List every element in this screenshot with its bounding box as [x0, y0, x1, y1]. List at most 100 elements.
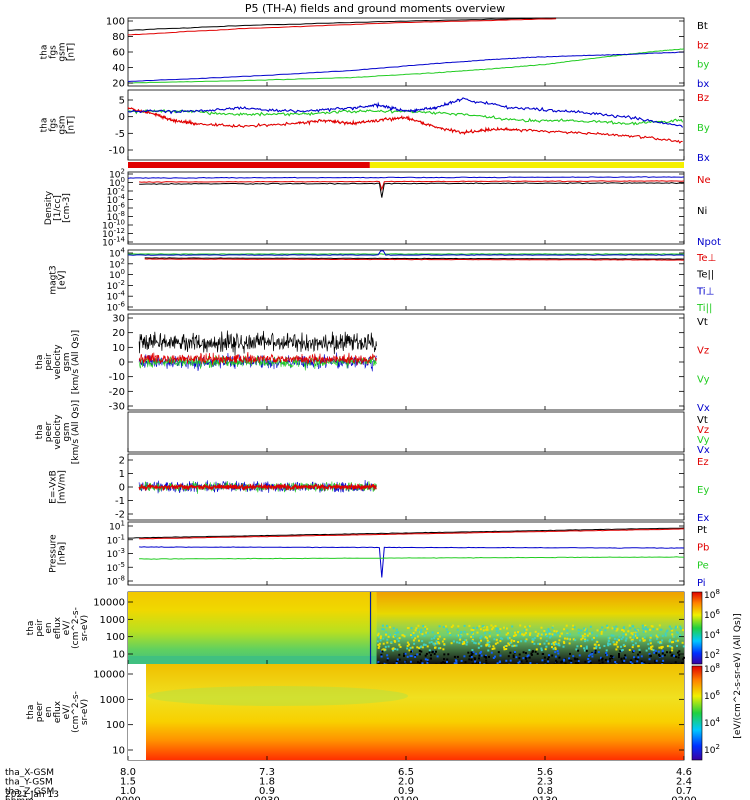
y-tick-label: 0	[119, 112, 125, 123]
spectrogram-region	[376, 592, 684, 664]
y-tick-label: 30	[112, 314, 125, 325]
legend-item: Ti||	[696, 303, 712, 314]
legend-item: Pt	[697, 525, 707, 536]
y-tick-label: 2	[119, 456, 125, 467]
legend-item: Vy	[697, 435, 710, 446]
mode-bar-segment	[369, 162, 684, 168]
y-tick-label: 20	[112, 79, 125, 90]
y-tick-label: 1000	[100, 695, 125, 706]
panel-frame	[127, 411, 685, 453]
y-tick-label: 101	[109, 520, 125, 533]
x-axis-value: 0.8	[537, 786, 553, 797]
x-axis-value: 0.7	[676, 786, 692, 797]
legend-item: Te⊥	[696, 253, 716, 264]
y-axis-label: peer	[44, 421, 54, 442]
y-tick-label: 10-4	[107, 290, 126, 303]
y-tick-label: 10-14	[102, 236, 125, 249]
legend-item: Ni	[697, 206, 707, 217]
y-tick-label: 80	[112, 32, 125, 43]
y-tick-label: 1	[119, 469, 125, 480]
y-axis-label: (cm^2-s-	[71, 607, 81, 649]
y-axis-label: gsm	[62, 422, 72, 441]
y-axis-label: [km/s (All Qs)]	[71, 400, 81, 464]
y-axis-label: [nT]	[67, 116, 77, 134]
legend-item: by	[697, 60, 709, 71]
y-axis-label: [eV]	[58, 271, 68, 290]
y-tick-label: 10-5	[107, 561, 125, 574]
series-line-Pt	[128, 527, 685, 539]
legend-item: bz	[697, 40, 709, 51]
y-tick-label: 100	[109, 176, 125, 189]
y-axis-label: tha	[26, 705, 36, 720]
y-axis-label: fgs	[49, 118, 59, 132]
x-axis-date: 2021 Jan 13	[5, 790, 59, 800]
colorbar-tick-label: 104	[704, 628, 720, 641]
y-axis-label: eflux	[53, 616, 63, 639]
colorbar-upper	[691, 591, 703, 665]
x-axis-value: 1.0	[120, 786, 136, 797]
y-tick-label: 10-12	[102, 227, 125, 240]
x-axis-value: 4.6	[676, 767, 692, 778]
y-tick-label: 10-1	[107, 533, 125, 546]
series-line-Ez	[138, 482, 377, 492]
y-tick-label: 102	[109, 257, 125, 270]
series-line-by	[127, 48, 685, 84]
y-tick-label: 10-8	[107, 575, 125, 588]
legend-item: Vx	[697, 445, 710, 456]
legend-item: Bx	[697, 153, 710, 164]
y-axis-label: sr-eV)	[80, 699, 90, 725]
y-tick-label: 10-6	[107, 202, 126, 215]
colorbar-label: [eV/(cm^2-s-sr-eV) (All Qs)]	[733, 613, 743, 738]
y-tick-label: 10000	[93, 670, 125, 681]
y-axis-label: eV/	[62, 704, 72, 720]
series-line-Npot	[127, 176, 685, 179]
colorbar-tick-label: 108	[704, 588, 720, 601]
y-tick-label: 10-4	[107, 193, 126, 206]
y-tick-label: 104	[109, 247, 125, 260]
legend-item: Vz	[697, 346, 709, 357]
series-line-Pb	[139, 528, 684, 540]
x-axis-value: 0030	[254, 796, 279, 800]
legend-item: Ex	[697, 513, 709, 524]
legend-item: Vt	[697, 415, 708, 426]
colorbar-tick-label: 102	[704, 648, 720, 661]
series-line-Bx	[127, 97, 684, 128]
series-line-Ne	[139, 180, 685, 192]
x-axis-value: 1.8	[259, 777, 275, 788]
y-axis-label: magt3	[49, 265, 59, 294]
y-axis-label: Density	[44, 190, 54, 225]
y-axis-label: [nPa]	[58, 542, 68, 565]
y-axis-label: peir	[44, 353, 54, 371]
y-tick-label: 60	[112, 48, 125, 59]
y-tick-label: 10-8	[107, 210, 125, 223]
y-tick-label: 10-2	[107, 185, 125, 198]
x-axis-value: 2.0	[398, 777, 414, 788]
legend-item: Vx	[697, 403, 710, 414]
y-axis-label: [1/cc]	[53, 195, 63, 221]
y-axis-label: Pressure	[49, 534, 59, 573]
y-axis-label: eV/	[62, 620, 72, 636]
panel-frame	[127, 17, 685, 87]
plot-title: P5 (TH-A) fields and ground moments over…	[245, 2, 505, 15]
y-tick-label: 10	[112, 650, 125, 661]
y-axis-label: [mV/m]	[58, 470, 68, 504]
y-tick-label: 10	[112, 746, 125, 757]
legend-item: bx	[697, 79, 709, 90]
y-axis-label: [nT]	[67, 43, 77, 61]
legend-item: By	[697, 123, 710, 134]
y-axis-label: eflux	[53, 700, 63, 723]
y-tick-label: 102	[109, 168, 125, 181]
colorbar-tick-label: 106	[704, 608, 720, 621]
y-axis-label: velocity	[53, 414, 63, 450]
y-tick-label: 10-3	[107, 547, 125, 560]
y-tick-label: 40	[112, 63, 125, 74]
x-axis-value: 7.3	[259, 767, 275, 778]
legend-item: Pe	[697, 560, 709, 571]
y-tick-label: 5	[119, 96, 125, 107]
y-tick-label: -20	[109, 387, 125, 398]
y-tick-label: 0	[119, 358, 125, 369]
y-tick-label: 0	[119, 483, 125, 494]
series-line-Ni	[139, 182, 685, 198]
x-axis-value: 2.3	[537, 777, 553, 788]
